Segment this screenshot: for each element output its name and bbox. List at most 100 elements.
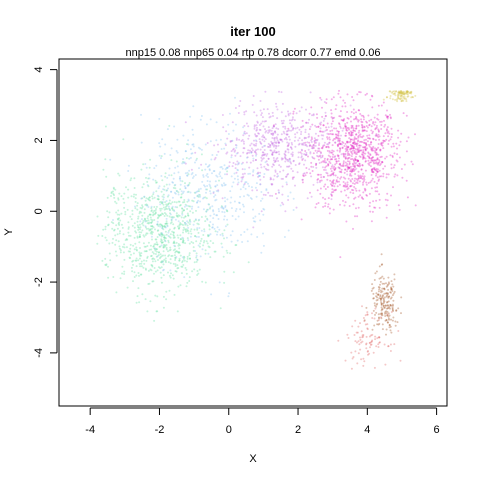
data-point [207, 235, 210, 238]
data-point [322, 160, 325, 163]
data-point [157, 229, 160, 232]
data-point [324, 202, 327, 205]
data-point [157, 251, 160, 254]
data-point [104, 263, 107, 266]
data-point [273, 130, 276, 133]
data-point [209, 240, 212, 242]
data-point [328, 138, 331, 141]
data-point [119, 251, 122, 254]
data-point [230, 175, 233, 178]
data-point [312, 157, 314, 159]
data-point [226, 198, 229, 201]
data-point [146, 257, 149, 259]
data-point [161, 233, 164, 236]
data-point [357, 177, 360, 180]
data-point [156, 236, 159, 238]
data-point [120, 195, 123, 198]
data-point [376, 190, 379, 193]
data-point [183, 201, 186, 203]
data-point [127, 250, 130, 253]
data-point [288, 159, 291, 162]
data-point [395, 309, 398, 312]
data-point [112, 193, 115, 195]
data-point [248, 166, 251, 169]
data-point [374, 150, 377, 153]
data-point [377, 346, 380, 348]
data-point [150, 210, 153, 213]
data-point [390, 311, 393, 313]
data-point [320, 134, 323, 137]
data-point [347, 146, 350, 149]
data-point [259, 174, 261, 177]
data-point [298, 110, 301, 113]
data-point [336, 130, 339, 132]
data-point [372, 137, 374, 140]
data-point [255, 195, 258, 198]
data-point [118, 192, 121, 195]
data-point [344, 182, 347, 185]
data-point [405, 100, 408, 103]
data-point [205, 210, 208, 213]
data-point [180, 272, 183, 275]
data-point [378, 316, 380, 319]
data-point [216, 233, 218, 236]
data-point [329, 130, 332, 132]
data-point [252, 157, 255, 160]
data-point [386, 199, 389, 202]
data-point [118, 174, 121, 177]
data-point [304, 141, 307, 144]
data-point [390, 288, 393, 291]
data-point [295, 206, 298, 209]
data-point [364, 188, 367, 191]
data-point [244, 181, 247, 184]
data-point [340, 168, 343, 171]
data-point [228, 292, 231, 295]
data-point [363, 146, 365, 149]
data-point [160, 261, 162, 264]
data-point [362, 180, 365, 183]
data-point [340, 190, 343, 193]
data-point [155, 255, 158, 258]
data-point [183, 185, 186, 188]
data-point [280, 177, 283, 180]
data-point [267, 146, 270, 148]
data-point [284, 157, 287, 160]
data-point [279, 165, 282, 168]
data-point [388, 314, 391, 317]
data-point [204, 215, 207, 218]
data-point [260, 114, 263, 116]
data-point [141, 229, 144, 232]
data-point [175, 250, 177, 253]
data-point [168, 207, 170, 210]
data-point [317, 125, 320, 128]
data-point [330, 198, 333, 201]
data-point [191, 128, 194, 131]
data-point [276, 175, 279, 178]
data-point [335, 188, 337, 191]
data-point [272, 125, 275, 128]
data-point [312, 144, 315, 147]
data-point [151, 227, 153, 230]
data-point [233, 150, 236, 153]
data-point [117, 197, 120, 200]
data-point [314, 149, 317, 152]
data-point [259, 183, 262, 186]
data-point [210, 293, 213, 296]
data-point [219, 307, 222, 310]
data-point [379, 312, 382, 315]
data-point [367, 151, 370, 154]
data-point [360, 168, 363, 171]
data-point [207, 208, 209, 211]
data-point [361, 157, 364, 160]
data-point [400, 91, 403, 94]
data-point [203, 184, 205, 187]
data-point [314, 206, 317, 209]
data-point [158, 234, 161, 236]
data-point [346, 111, 349, 113]
data-point [152, 252, 155, 255]
data-point [148, 282, 151, 285]
data-point [362, 151, 365, 153]
data-point [138, 223, 141, 226]
data-point [317, 155, 320, 158]
data-point [276, 197, 278, 200]
